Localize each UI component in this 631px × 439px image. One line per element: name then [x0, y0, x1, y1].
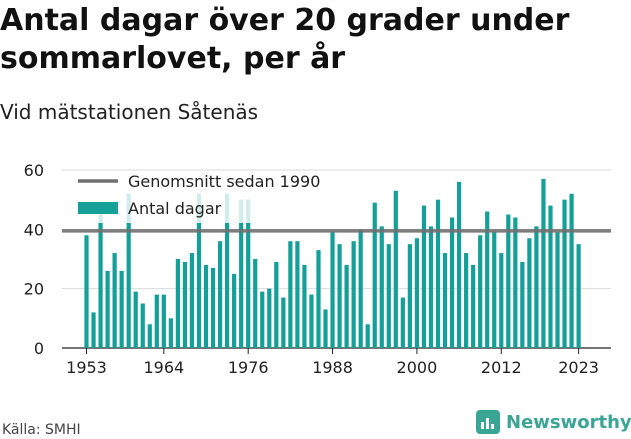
- bar-2023: [576, 244, 581, 348]
- bar-2012: [499, 253, 504, 348]
- bar-2001: [421, 205, 427, 348]
- x-tick-label: 2000: [397, 358, 438, 377]
- bar-1981: [281, 297, 286, 348]
- bar-1954: [91, 312, 96, 348]
- brand-logo[interactable]: Newsworthy: [476, 408, 631, 436]
- bar-2013: [506, 214, 511, 348]
- bar-2004: [442, 253, 448, 348]
- y-tick-label: 40: [24, 220, 44, 239]
- y-axis: 0 20 40 60: [24, 161, 44, 358]
- bar-1991: [351, 241, 356, 348]
- brand-name: Newsworthy: [506, 411, 631, 433]
- x-tick-label: 2023: [558, 358, 599, 377]
- bar-2017: [534, 226, 539, 348]
- bar-1974: [232, 273, 237, 348]
- bar-1979: [267, 288, 272, 348]
- bar-1958: [119, 270, 124, 348]
- bar-2000: [414, 238, 420, 348]
- bar-1968: [189, 253, 195, 348]
- legend-label-average: Genomsnitt sedan 1990: [128, 172, 320, 191]
- x-tick-label: 1953: [66, 358, 107, 377]
- legend: Genomsnitt sedan 1990 Antal dagar: [72, 172, 352, 223]
- bar-1990: [344, 264, 349, 348]
- bar-1957: [112, 253, 117, 348]
- bar-1996: [386, 244, 391, 348]
- bar-1955: [98, 214, 103, 348]
- bar-2016: [527, 238, 532, 348]
- legend-swatch-bars: [78, 202, 118, 214]
- bar-1997: [393, 190, 398, 348]
- bar-1967: [182, 261, 188, 348]
- bar-chart: 0 20 40 60 1953 1964 1976 1988 2000 2012 2023 Gen…: [24, 161, 611, 377]
- bar-1963: [154, 294, 159, 348]
- bar-2003: [435, 199, 441, 348]
- legend-background: [72, 175, 352, 223]
- bar-chart-logo-icon: [476, 410, 500, 434]
- x-tick-label: 1976: [228, 358, 269, 377]
- x-axis: 1953 1964 1976 1988 2000 2012 2023: [66, 348, 599, 377]
- bar-1988: [330, 232, 335, 348]
- page-title: Antal dagar över 20 grader under sommarl…: [0, 3, 570, 76]
- bar-1973: [225, 193, 230, 348]
- bar-1989: [337, 244, 342, 348]
- bar-2020: [555, 232, 560, 348]
- bar-2021: [562, 199, 567, 348]
- bar-1987: [323, 309, 328, 348]
- bar-2008: [471, 264, 476, 348]
- bar-1984: [302, 264, 307, 348]
- bar-2011: [492, 232, 497, 348]
- bar-1960: [133, 291, 138, 348]
- bar-2018: [541, 178, 546, 348]
- x-tick-label: 1964: [143, 358, 184, 377]
- bar-1982: [288, 241, 293, 348]
- bar-1977: [253, 259, 258, 348]
- bar-1953: [84, 235, 89, 348]
- bar-1980: [274, 261, 279, 348]
- y-tick-label: 60: [24, 161, 44, 180]
- bar-2015: [520, 261, 525, 348]
- bars: [84, 178, 581, 348]
- bar-1971: [210, 267, 216, 348]
- bar-2019: [548, 205, 553, 348]
- bar-1998: [400, 297, 405, 348]
- bar-2006: [456, 181, 462, 348]
- bar-2010: [485, 211, 490, 348]
- bar-2022: [569, 193, 574, 348]
- page-subtitle: Vid mätstationen Såtenäs: [0, 100, 259, 124]
- bar-1972: [217, 241, 223, 348]
- bar-1961: [140, 303, 145, 348]
- bar-1956: [105, 270, 110, 348]
- x-tick-label: 1988: [312, 358, 353, 377]
- bar-1985: [309, 294, 314, 348]
- bar-1983: [295, 241, 300, 348]
- bar-1978: [260, 291, 265, 348]
- bar-1995: [379, 226, 384, 348]
- bar-2009: [478, 235, 483, 348]
- bar-1994: [372, 202, 377, 348]
- bar-2014: [513, 217, 518, 348]
- bar-1986: [316, 250, 321, 348]
- bar-2007: [464, 253, 469, 348]
- bar-1959: [126, 193, 131, 348]
- bar-1999: [407, 244, 412, 348]
- source-label: Källa: SMHI: [2, 422, 81, 438]
- bar-1970: [203, 264, 209, 348]
- bar-1966: [175, 259, 180, 348]
- y-tick-label: 20: [24, 280, 44, 299]
- bar-1969: [196, 193, 202, 348]
- bar-1993: [365, 324, 370, 348]
- legend-label-bars: Antal dagar: [128, 199, 222, 218]
- bar-1965: [168, 318, 173, 348]
- bar-1992: [358, 229, 363, 348]
- x-tick-label: 2012: [481, 358, 522, 377]
- bar-1975: [239, 199, 244, 348]
- bar-1964: [161, 294, 166, 348]
- y-tick-label: 0: [34, 339, 44, 358]
- bar-2002: [428, 226, 434, 348]
- bar-2005: [449, 217, 455, 348]
- bar-1962: [147, 324, 152, 348]
- bar-1976: [246, 199, 251, 348]
